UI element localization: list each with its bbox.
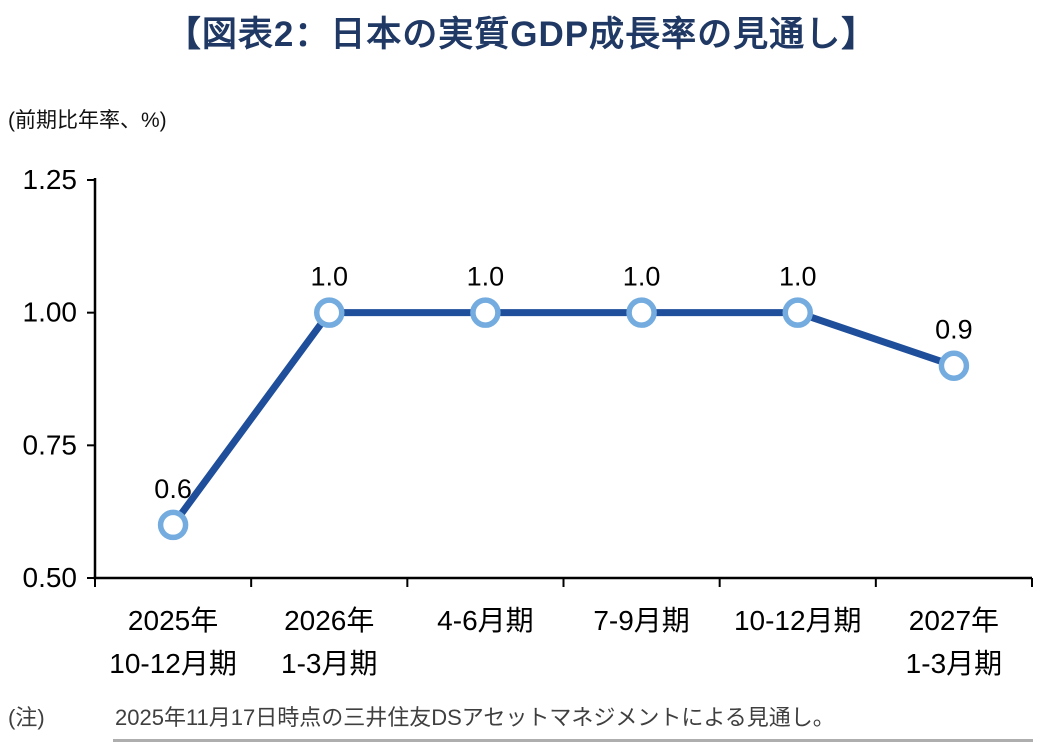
footnote-text: 2025年11月17日時点の三井住友DSアセットマネジメントによる見通し。 [115,705,835,730]
svg-text:1.25: 1.25 [23,164,78,195]
svg-text:0.9: 0.9 [935,315,973,345]
svg-text:1-3月期: 1-3月期 [281,648,377,679]
svg-text:10-12月期: 10-12月期 [109,648,237,679]
svg-text:4-6月期: 4-6月期 [437,605,533,636]
svg-text:2027年: 2027年 [909,605,999,636]
footnote-label: (注) [8,705,45,730]
svg-text:1.0: 1.0 [310,262,348,292]
chart-title: 【図表2：日本の実質GDP成長率の見通し】 [165,15,878,54]
svg-text:0.50: 0.50 [23,562,78,593]
y-axis-unit-label: (前期比年率、%) [8,109,167,132]
svg-text:0.75: 0.75 [23,429,78,460]
svg-text:2026年: 2026年 [284,605,374,636]
svg-text:10-12月期: 10-12月期 [734,605,862,636]
svg-text:1.0: 1.0 [623,262,661,292]
svg-text:0.6: 0.6 [154,474,192,504]
svg-text:2025年: 2025年 [128,605,218,636]
svg-text:1.0: 1.0 [467,262,505,292]
svg-text:7-9月期: 7-9月期 [593,605,689,636]
svg-text:1-3月期: 1-3月期 [906,648,1002,679]
svg-text:1.00: 1.00 [23,297,78,328]
cutoff-text-fragment [113,739,1033,742]
svg-text:1.0: 1.0 [779,262,817,292]
footnote: (注) 2025年11月17日時点の三井住友DSアセットマネジメントによる見通し… [8,700,1038,732]
